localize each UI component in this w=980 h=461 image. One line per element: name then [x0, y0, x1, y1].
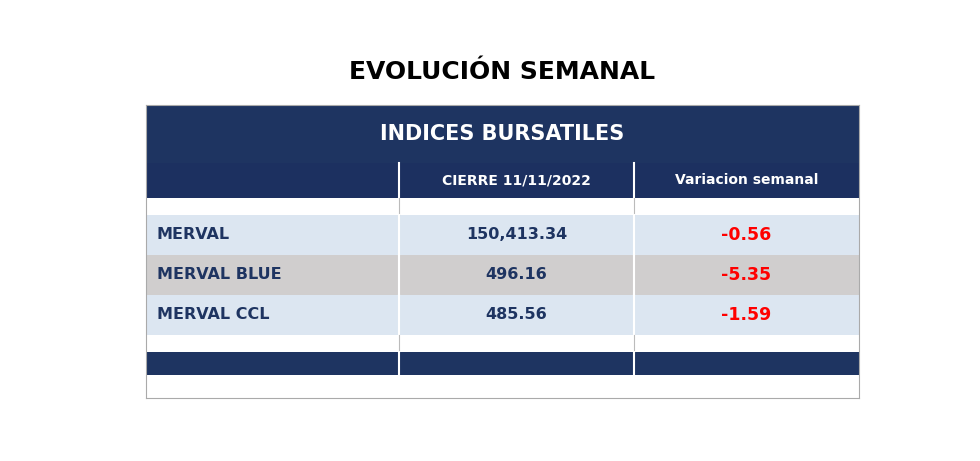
Text: -5.35: -5.35: [721, 266, 771, 284]
Text: INDICES BURSATILES: INDICES BURSATILES: [380, 124, 624, 144]
Text: MERVAL CCL: MERVAL CCL: [157, 307, 270, 322]
Text: Variacion semanal: Variacion semanal: [675, 173, 818, 188]
Text: MERVAL: MERVAL: [157, 227, 229, 242]
Text: MERVAL BLUE: MERVAL BLUE: [157, 267, 281, 282]
Text: 496.16: 496.16: [486, 267, 548, 282]
Bar: [146, 163, 858, 198]
Bar: [146, 335, 858, 352]
Text: -0.56: -0.56: [721, 226, 771, 244]
Text: 150,413.34: 150,413.34: [466, 227, 567, 242]
Bar: [146, 352, 858, 375]
Bar: [146, 198, 858, 215]
Text: 485.56: 485.56: [486, 307, 548, 322]
Text: -1.59: -1.59: [721, 306, 771, 324]
Text: EVOLUCIÓN SEMANAL: EVOLUCIÓN SEMANAL: [349, 60, 656, 84]
Text: CIERRE 11/11/2022: CIERRE 11/11/2022: [442, 173, 591, 188]
